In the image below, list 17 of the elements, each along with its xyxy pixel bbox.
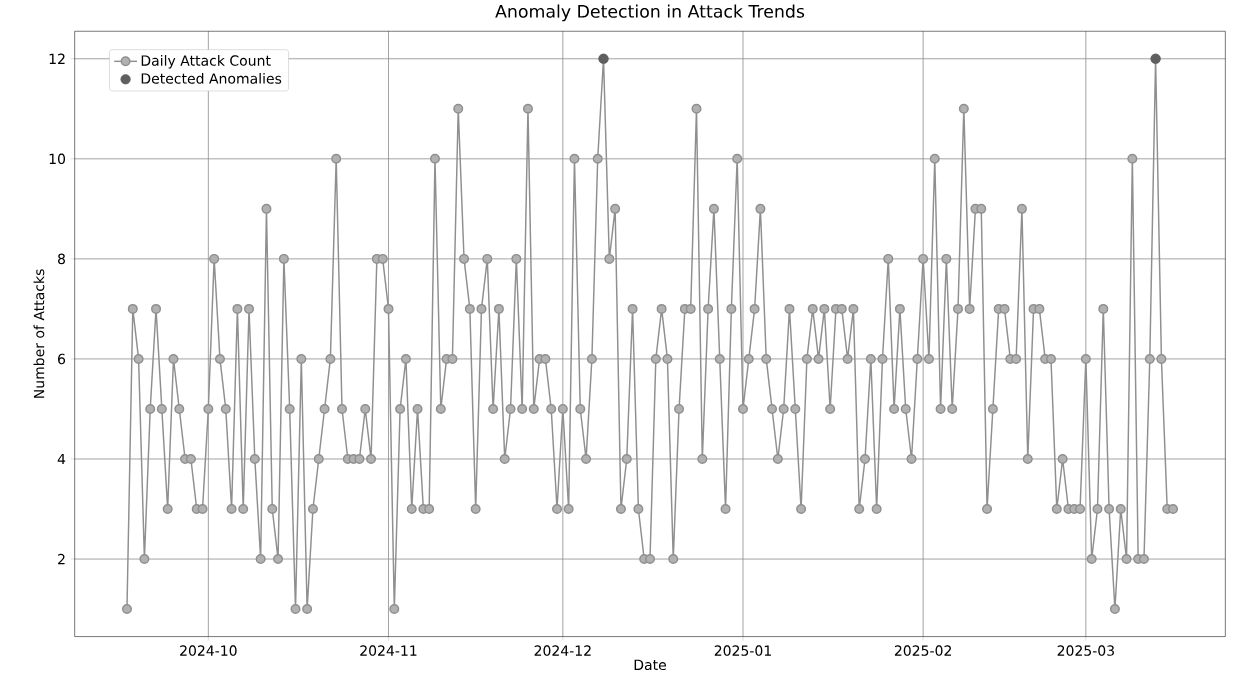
x-tick-label: 2024-11 xyxy=(360,645,417,656)
x-tick-label: 2025-02 xyxy=(894,645,951,656)
legend-label: Daily Attack Count xyxy=(141,54,271,69)
y-tick-label: 10 xyxy=(49,153,66,164)
x-tick-label: 2025-01 xyxy=(714,645,771,656)
y-tick-label: 2 xyxy=(58,553,65,565)
y-tick-label: 6 xyxy=(58,353,66,365)
y-tick-label: 12 xyxy=(49,53,65,64)
x-tick-label: 2024-10 xyxy=(180,645,237,656)
y-tick-label: 8 xyxy=(58,253,65,265)
x-tick-label: 2024-12 xyxy=(534,645,591,656)
x-axis-title: Date xyxy=(634,659,666,670)
x-tick-label: 2025-03 xyxy=(1057,645,1114,656)
legend-label: Detected Anomalies xyxy=(141,72,282,84)
chart-title: Anomaly Detection in Attack Trends xyxy=(495,4,805,22)
y-axis-title: Number of Attacks xyxy=(33,269,45,398)
y-tick-label: 4 xyxy=(57,453,66,464)
